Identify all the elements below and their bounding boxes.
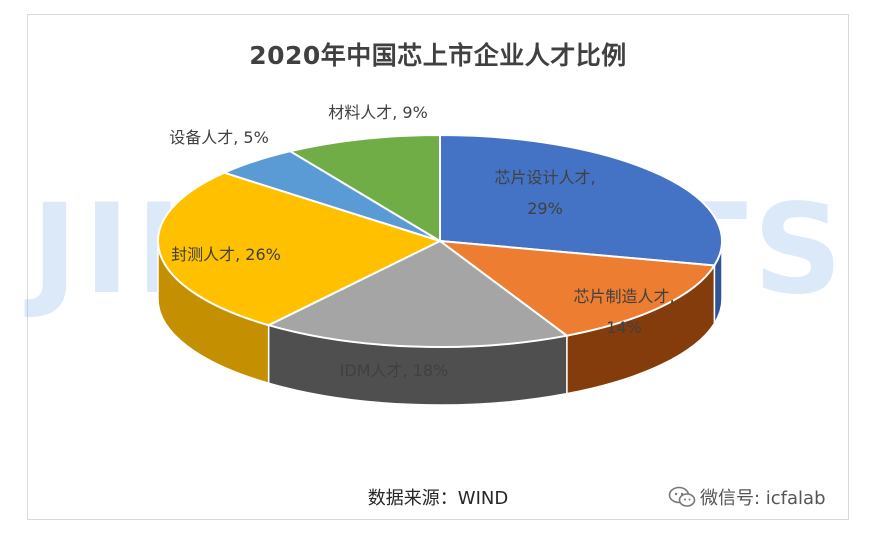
pie-slice-2 (265, 239, 570, 348)
slice-label-3-0: 封测人才, 26% (171, 245, 281, 264)
slice-label-1-1: 14% (606, 318, 642, 337)
wechat-label: 微信号: icfalab (700, 488, 826, 509)
slice-label-2-0: IDM人才, 18% (340, 361, 449, 380)
slice-label-5-0: 材料人才, 9% (328, 103, 428, 122)
pie-slice-5 (287, 133, 441, 243)
pie-slice-0 (439, 133, 723, 267)
slice-label-0-0: 芯片设计人才, (494, 168, 595, 187)
slice-label-4-0: 设备人才, 5% (169, 128, 269, 147)
pie-slice-1 (436, 239, 717, 337)
wechat-icon (668, 486, 696, 507)
wechat-id: 微信号: icfalab (668, 484, 826, 510)
slice-label-0-1: 29% (527, 199, 563, 218)
chart-title: 2020年中国芯上市企业人才比例 (249, 41, 627, 70)
slice-label-1-0: 芯片制造人才, (573, 287, 674, 306)
source-note: 数据来源：WIND (367, 488, 509, 509)
pie-slice-3 (157, 171, 443, 327)
